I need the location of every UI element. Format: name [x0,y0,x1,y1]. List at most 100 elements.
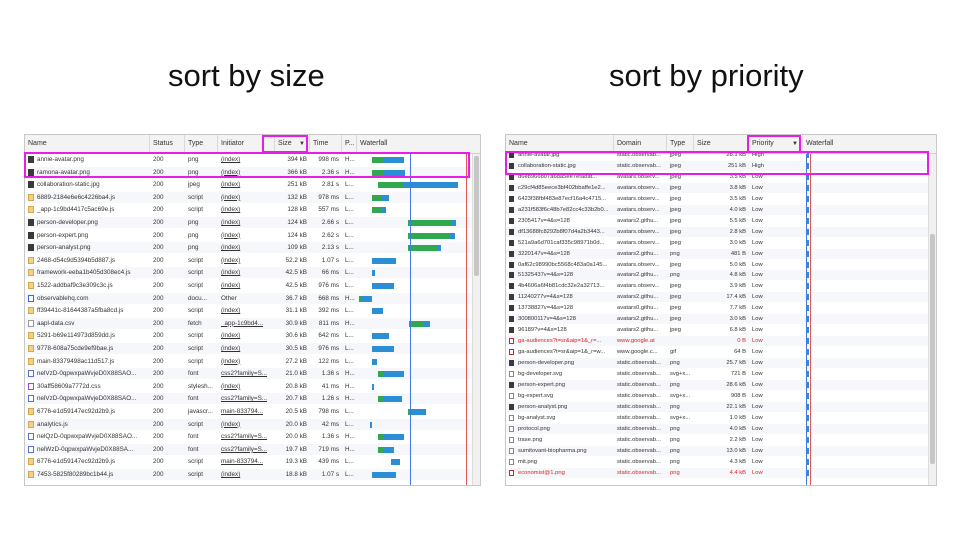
table-row[interactable]: 2468-d54c9d5394b5d887.js 200 script (index)… [25,255,480,266]
table-row[interactable]: bg-expert.svg static.observab... svg+x... 9… [506,391,936,401]
request-name[interactable]: collaboration-static.jpg [37,181,100,189]
request-name[interactable]: 30aff58609a7772d.css [37,382,101,390]
column-header-waterfall[interactable]: Waterfall [360,140,388,147]
column-header-domain[interactable]: Domain [614,135,667,153]
table-row[interactable]: 1522-addbaf9c3e309c3c.js 200 script (index)… [25,280,480,291]
request-name[interactable]: 96189?v=4&s=128 [518,327,567,334]
request-initiator[interactable]: (index) [221,307,241,315]
request-name[interactable]: 6889-2184e6e6c4226ba4.js [37,193,116,201]
request-name[interactable]: 13738827v=4&s=128 [518,305,574,312]
table-row[interactable]: 0af62c98990bc5568c483a0a145... avatars.ob… [506,260,936,270]
table-row[interactable]: economist@1.png static.observab... png 4.4 … [506,467,936,478]
table-row[interactable]: person-analyst.png static.observab... png 2… [506,401,936,412]
request-name[interactable]: 2468-d54c9d5394b5d887.js [37,256,116,264]
request-name[interactable]: mit.png [518,458,538,465]
request-initiator[interactable]: css2?family=S... [221,433,268,441]
request-name[interactable]: 6776-e1d59147ec92d2b9.js [37,458,116,466]
request-name[interactable]: nelVzD-0qpwxpaWvjeD0X88SAO... [37,395,137,403]
request-initiator[interactable]: main-833794... [221,408,264,415]
request-name[interactable]: nelQzD-0qpwxpaWvjeD0X88SAO... [37,433,138,441]
vertical-scrollbar[interactable] [928,154,936,485]
table-row[interactable]: 6889-2184e6e6c4226ba4.js 200 script (index)… [25,191,480,203]
request-name[interactable]: _app-1c9bd4417c5ac69e.js [37,206,115,214]
table-row[interactable]: bg-analyst.svg static.observab... svg+x...… [506,413,936,423]
table-row[interactable]: 6776-e1d59147ec92d2b9.js 200 javascr... mai… [25,406,480,417]
request-initiator[interactable]: (index) [221,471,241,478]
request-name[interactable]: 7453-5825f80289bc1b44.js [37,471,114,478]
request-initiator[interactable]: (index) [221,382,241,390]
request-name[interactable]: annie-avatar.png [37,156,84,163]
column-header-name[interactable]: Name [506,135,614,153]
table-row[interactable]: trase.png static.observab... png 2.2 kB Low [506,435,936,445]
request-name[interactable]: analytics.js [37,420,68,428]
request-name[interactable]: ff39441c-81644387a5fba8cd.js [37,307,124,315]
request-name[interactable]: 1522-addbaf9c3e309c3c.js [37,282,113,289]
request-initiator[interactable]: (index) [221,256,241,264]
table-row[interactable]: 2305417v=4&s=128 avatars2.githu... jpeg 5.5… [506,216,936,226]
table-row[interactable]: 96189?v=4&s=128 avatars2.githu... jpeg 6.8 … [506,325,936,335]
request-initiator[interactable]: (index) [221,156,241,163]
request-name[interactable]: economist@1.png [518,469,565,476]
request-name[interactable]: aapl-data.csv [37,319,75,327]
table-row[interactable]: 9778-608a75cde9ef9bae.js 200 script (index)… [25,343,480,354]
request-name[interactable]: trase.png [518,436,543,443]
table-row[interactable]: 51325437v=4&s=128 avatars2.githu... png 4.8… [506,270,936,281]
request-initiator[interactable]: (index) [221,206,241,214]
request-name[interactable]: c29cf4d85eece3bf402bbaffe1e2... [518,184,606,191]
request-name[interactable]: observablehq.com [37,294,89,302]
table-row[interactable]: person-expert.png static.observab... png 28… [506,379,936,390]
request-initiator[interactable]: (index) [221,345,241,352]
table-row[interactable]: df13688fc8292b8f07d4a2b3443... avatars.ob… [506,226,936,237]
request-name[interactable]: 300800117v=4&s=128 [518,316,576,323]
table-row[interactable]: observablehq.com 200 docu... Other 36.7 kB 66… [25,292,480,304]
column-header-name[interactable]: Name [25,135,150,153]
request-name[interactable]: protocol.png [518,425,550,432]
request-name[interactable]: person-analyst.png [37,244,91,252]
request-name[interactable]: bg-developer.svg [518,371,563,377]
table-row[interactable]: mit.png static.observab... png 4.3 kB Low [506,457,936,467]
request-initiator[interactable]: css2?family=S... [221,395,268,403]
table-row[interactable]: 7453-5825f80289bc1b44.js 200 script (index)… [25,469,480,480]
column-header-size[interactable]: Size ▼ [275,135,310,153]
table-row[interactable]: c29cf4d85eece3bf402bbaffe1e2... avatars.o… [506,182,936,193]
request-initiator[interactable]: (index) [221,282,241,289]
request-name[interactable]: 0af62c98990bc5568c483a0a145... [518,261,608,268]
request-initiator[interactable]: css2?family=S... [221,445,268,453]
scrollbar-thumb[interactable] [474,156,479,276]
column-header-time[interactable]: Time [310,135,342,153]
column-header-priority[interactable]: P... [342,135,357,153]
table-row[interactable]: collaboration-static.jpg static.observab.… [506,160,936,171]
column-header-type[interactable]: Type [667,135,694,153]
table-row[interactable]: 6423f38fbf483e87ecf16a4c4715... avatars.o… [506,194,936,204]
table-row[interactable]: bg-developer.svg static.observab... svg+x.… [506,369,936,379]
request-initiator[interactable]: (index) [221,244,241,252]
column-header-waterfall[interactable]: Waterfall [806,140,834,147]
table-row[interactable]: person-analyst.png 200 png (index) 109 kB 2.1… [25,242,480,254]
request-name[interactable]: person-expert.png [37,231,89,239]
request-name[interactable]: df13688fc8292b8f07d4a2b3443... [518,228,605,235]
request-name[interactable]: 2305417v=4&s=128 [518,217,570,224]
request-name[interactable]: d6e8966807a6da5ee7efa8at... [518,173,597,180]
table-row[interactable]: 4b4606a6f4b81cdc32e2a32713... avatars.obs… [506,281,936,291]
request-name[interactable]: person-developer.png [518,360,575,367]
request-initiator[interactable]: (index) [221,168,241,176]
column-header-status[interactable]: Status [150,135,185,153]
scrollbar-thumb[interactable] [930,234,935,464]
table-row[interactable]: nelVzD-0qpwxpaWvjeD0X88SAO... 200 font css2… [25,368,480,380]
column-header-priority[interactable]: Priority ▼ [749,135,803,153]
table-row[interactable]: 3220147v=4&s=128 avatars2.githu... png 481 … [506,248,936,259]
request-name[interactable]: bg-expert.svg [518,392,554,399]
table-row[interactable]: ramona-avatar.png 200 png (index) 366 kB 2.36… [25,166,480,178]
request-name[interactable]: sumitovant-biopharma.png [518,447,587,454]
request-initiator[interactable]: (index) [221,332,241,340]
request-name[interactable]: 51325437v=4&s=128 [518,272,574,279]
request-name[interactable]: ga-audiences?t=sr&aip=1&_r=w... [518,349,606,356]
request-name[interactable]: 6776-e1d59147ec92d2b9.js [37,408,116,415]
table-row[interactable]: nelQzD-0qpwxpaWvjeD0X88SAO... 200 font css2… [25,431,480,442]
request-name[interactable]: ramona-avatar.png [37,168,90,176]
request-initiator[interactable]: (index) [221,231,241,239]
table-row[interactable]: ga-audiences?t=sr&aip=1&_r=... www.google… [506,336,936,347]
request-name[interactable]: person-analyst.png [518,403,568,410]
request-name[interactable]: nelWzD-0qpwxpaWvjeD0X88SA... [37,445,134,453]
request-name[interactable]: bg-analyst.svg [518,414,556,421]
